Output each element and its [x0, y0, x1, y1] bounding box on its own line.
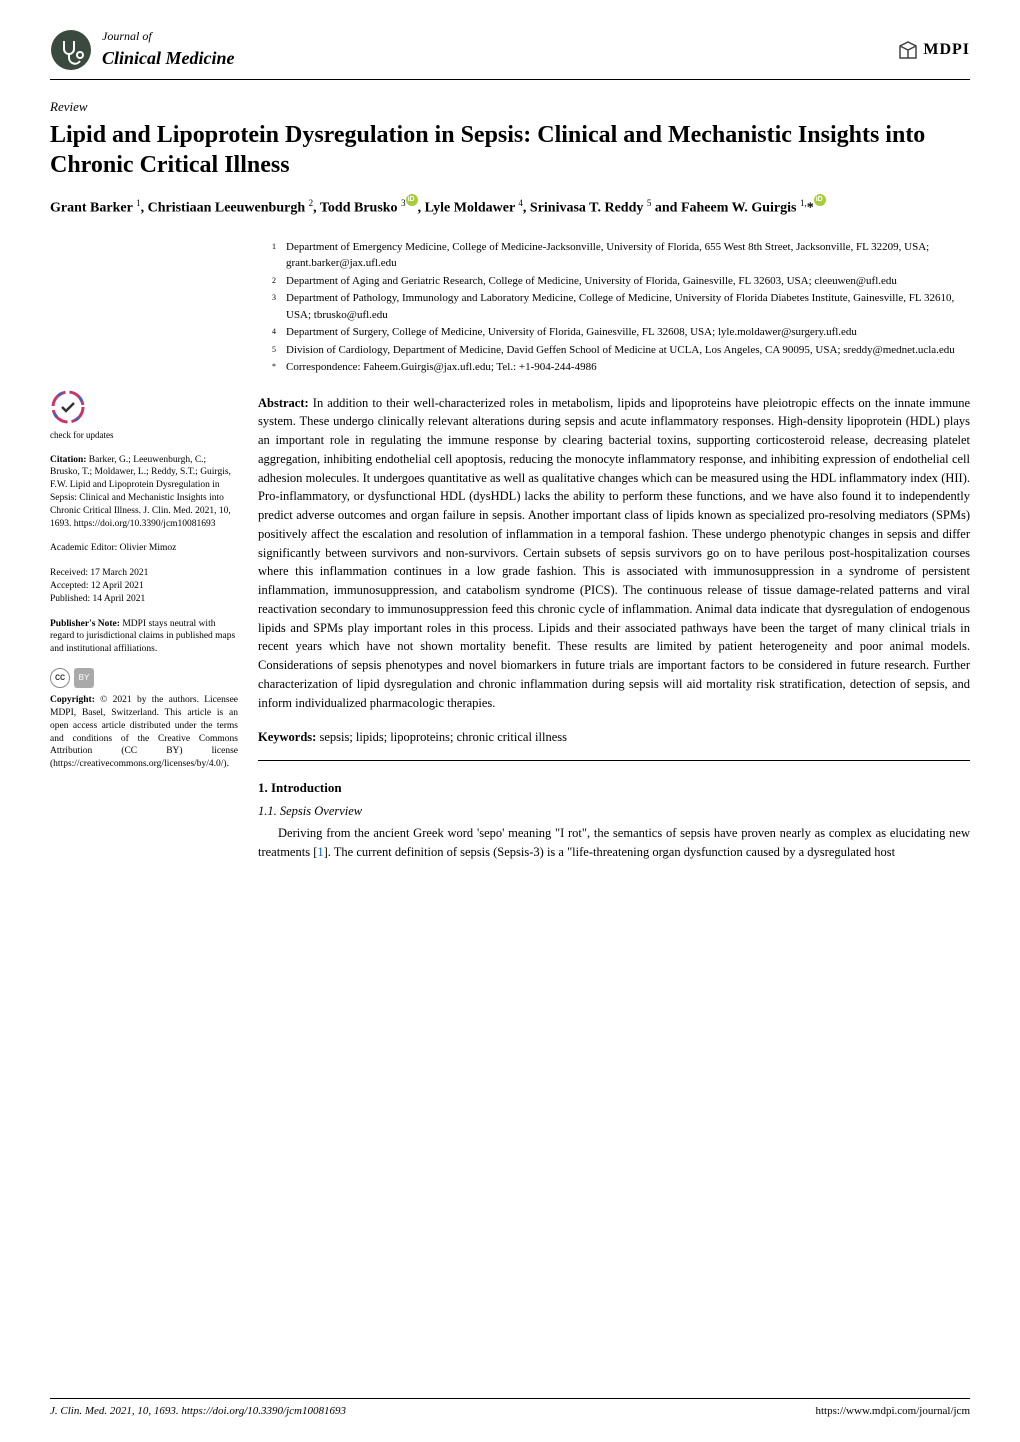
footer: J. Clin. Med. 2021, 10, 1693. https://do…	[50, 1398, 970, 1420]
affiliations: 1Department of Emergency Medicine, Colle…	[258, 239, 970, 376]
pubnote-label: Publisher's Note:	[50, 619, 120, 629]
orcid-icon[interactable]	[814, 194, 826, 206]
mdpi-icon	[896, 38, 920, 62]
main-column: 1Department of Emergency Medicine, Colle…	[258, 239, 970, 862]
check-updates-label: check for updates	[50, 429, 238, 441]
author6: and Faheem W. Guirgis	[651, 201, 800, 216]
keywords-rule	[258, 760, 970, 761]
article-type: Review	[50, 98, 970, 117]
keywords-text: sepsis; lipids; lipoproteins; chronic cr…	[316, 730, 567, 744]
affiliation-item: 4Department of Surgery, College of Medic…	[272, 324, 970, 341]
affiliation-text: Department of Emergency Medicine, Colleg…	[286, 239, 970, 272]
affiliation-item: 5Division of Cardiology, Department of M…	[272, 342, 970, 359]
sidebar: check for updates Citation: Barker, G.; …	[50, 239, 238, 862]
copyright-text: © 2021 by the authors. Licensee MDPI, Ba…	[50, 695, 238, 769]
check-updates-icon	[50, 389, 86, 425]
affiliation-text: Department of Aging and Geriatric Resear…	[286, 273, 970, 290]
affiliation-item: 1Department of Emergency Medicine, Colle…	[272, 239, 970, 272]
citation-text: Barker, G.; Leeuwenburgh, C.; Brusko, T.…	[50, 455, 231, 529]
dates-block: Received: 17 March 2021 Accepted: 12 Apr…	[50, 567, 238, 605]
author1: Grant Barker	[50, 201, 136, 216]
author4: , Lyle Moldawer	[418, 201, 519, 216]
copyright-block: Copyright: © 2021 by the authors. Licens…	[50, 694, 238, 771]
editor-name: Olivier Mimoz	[120, 543, 177, 553]
abstract-text: In addition to their well-characterized …	[258, 396, 970, 710]
affiliation-number: 1	[272, 239, 286, 272]
keywords-label: Keywords:	[258, 730, 316, 744]
stethoscope-icon	[50, 29, 92, 71]
copyright-label: Copyright:	[50, 695, 95, 705]
section-1-heading: 1. Introduction	[258, 779, 970, 798]
affiliation-text: Correspondence: Faheem.Guirgis@jax.ufl.e…	[286, 359, 970, 376]
affiliation-text: Department of Pathology, Immunology and …	[286, 290, 970, 323]
abstract-label: Abstract:	[258, 396, 309, 410]
body-text-b: ]. The current definition of sepsis (Sep…	[324, 845, 896, 859]
author2: , Christiaan Leeuwenburgh	[141, 201, 309, 216]
journal-block: Journal of Clinical Medicine	[50, 28, 235, 71]
abstract: Abstract: In addition to their well-char…	[258, 394, 970, 713]
article-title: Lipid and Lipoprotein Dysregulation in S…	[50, 120, 970, 180]
orcid-icon[interactable]	[406, 194, 418, 206]
author3: , Todd Brusko	[313, 201, 401, 216]
check-updates[interactable]: check for updates	[50, 389, 238, 442]
citation-block: Citation: Barker, G.; Leeuwenburgh, C.; …	[50, 454, 238, 531]
mdpi-logo: MDPI	[896, 38, 970, 62]
header: Journal of Clinical Medicine MDPI	[0, 0, 1020, 77]
published-date: Published: 14 April 2021	[50, 593, 238, 606]
by-icon: BY	[74, 668, 94, 688]
affiliation-item: 3Department of Pathology, Immunology and…	[272, 290, 970, 323]
author5: , Srinivasa T. Reddy	[523, 201, 647, 216]
publisher-note-block: Publisher's Note: MDPI stays neutral wit…	[50, 618, 238, 656]
journal-name: Clinical Medicine	[102, 45, 235, 71]
accepted-date: Accepted: 12 April 2021	[50, 580, 238, 593]
affiliation-number: 3	[272, 290, 286, 323]
body-paragraph: Deriving from the ancient Greek word 'se…	[258, 824, 970, 862]
keywords: Keywords: sepsis; lipids; lipoproteins; …	[258, 728, 970, 746]
cc-license-icons: cc BY	[50, 668, 238, 688]
footer-right: https://www.mdpi.com/journal/jcm	[816, 1404, 971, 1420]
section-1-1-heading: 1.1. Sepsis Overview	[258, 802, 970, 820]
affiliation-text: Division of Cardiology, Department of Me…	[286, 342, 970, 359]
journal-of-label: Journal of	[102, 28, 235, 45]
affiliation-item: 2Department of Aging and Geriatric Resea…	[272, 273, 970, 290]
sup3: 3	[401, 198, 406, 208]
affiliation-item: *Correspondence: Faheem.Guirgis@jax.ufl.…	[272, 359, 970, 376]
affiliation-number: 5	[272, 342, 286, 359]
editor-label: Academic Editor:	[50, 543, 120, 553]
mdpi-text: MDPI	[923, 38, 970, 61]
editor-block: Academic Editor: Olivier Mimoz	[50, 542, 238, 555]
authors: Grant Barker 1, Christiaan Leeuwenburgh …	[50, 194, 970, 218]
sup6: 1,	[800, 198, 807, 208]
cc-icon: cc	[50, 668, 70, 688]
footer-left: J. Clin. Med. 2021, 10, 1693. https://do…	[50, 1404, 346, 1420]
affiliation-number: 2	[272, 273, 286, 290]
affiliation-number: *	[272, 359, 286, 376]
received-date: Received: 17 March 2021	[50, 567, 238, 580]
affiliation-text: Department of Surgery, College of Medici…	[286, 324, 970, 341]
affiliation-number: 4	[272, 324, 286, 341]
citation-label: Citation:	[50, 455, 86, 465]
author-star: *	[807, 201, 814, 216]
